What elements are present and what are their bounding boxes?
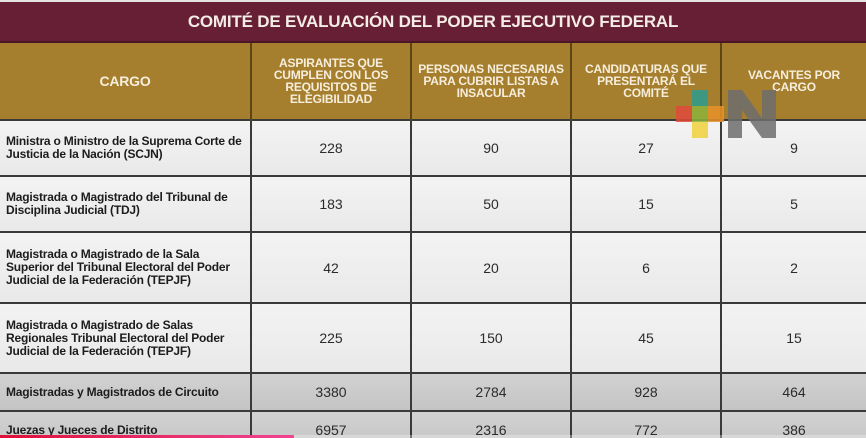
header-aspirantes: ASPIRANTES QUE CUMPLEN CON LOS REQUISITO… [250, 43, 412, 120]
evaluation-table: CARGO ASPIRANTES QUE CUMPLEN CON LOS REQ… [0, 43, 866, 438]
video-progress-bar[interactable] [0, 435, 866, 438]
header-vacantes: VACANTES POR CARGO [720, 43, 866, 120]
table-row: Magistrada o Magistrado de Salas Regiona… [0, 302, 866, 374]
cell-personas: 2316 [410, 410, 572, 438]
cell-cargo: Magistrada o Magistrado del Tribunal de … [0, 175, 252, 233]
header-personas: PERSONAS NECESARIAS PARA CUBRIR LISTAS A… [410, 43, 572, 120]
cell-personas: 2784 [410, 372, 572, 412]
cell-aspirantes: 42 [250, 231, 412, 304]
table-row: Juezas y Jueces de Distrito 6957 2316 77… [0, 410, 866, 438]
cell-personas: 50 [410, 175, 572, 233]
cell-vacantes: 464 [720, 372, 866, 412]
n-letter-icon [728, 90, 776, 138]
cell-cargo: Ministra o Ministro de la Suprema Corte … [0, 119, 252, 177]
cell-aspirantes: 183 [250, 175, 412, 233]
cell-candidaturas: 45 [570, 302, 722, 374]
cell-candidaturas: 772 [570, 410, 722, 438]
cell-cargo: Magistrada o Magistrado de la Sala Super… [0, 231, 252, 304]
cell-personas: 150 [410, 302, 572, 374]
video-progress-fill [0, 435, 295, 438]
channel-logo-icon [676, 90, 776, 140]
cell-vacantes: 15 [720, 302, 866, 374]
header-row: CARGO ASPIRANTES QUE CUMPLEN CON LOS REQ… [0, 43, 866, 120]
cell-cargo: Magistrada o Magistrado de Salas Regiona… [0, 302, 252, 374]
cell-cargo: Juezas y Jueces de Distrito [0, 410, 252, 438]
cell-aspirantes: 3380 [250, 372, 412, 412]
cell-candidaturas: 27 [570, 119, 722, 177]
cell-candidaturas: 15 [570, 175, 722, 233]
cell-vacantes: 9 [720, 119, 866, 177]
cell-cargo: Magistradas y Magistrados de Circuito [0, 372, 252, 412]
cell-aspirantes: 225 [250, 302, 412, 374]
cell-candidaturas: 6 [570, 231, 722, 304]
cell-aspirantes: 6957 [250, 410, 412, 438]
cell-vacantes: 2 [720, 231, 866, 304]
table-row: Magistrada o Magistrado de la Sala Super… [0, 231, 866, 304]
cell-aspirantes: 228 [250, 119, 412, 177]
table-row: Ministra o Ministro de la Suprema Corte … [0, 119, 866, 177]
cell-personas: 90 [410, 119, 572, 177]
cell-candidaturas: 928 [570, 372, 722, 412]
table-row: Magistradas y Magistrados de Circuito 33… [0, 372, 866, 412]
cell-vacantes: 5 [720, 175, 866, 233]
cell-personas: 20 [410, 231, 572, 304]
cell-vacantes: 386 [720, 410, 866, 438]
table-row: Magistrada o Magistrado del Tribunal de … [0, 175, 866, 233]
header-cargo: CARGO [0, 43, 252, 120]
table-title: COMITÉ DE EVALUACIÓN DEL PODER EJECUTIVO… [0, 2, 866, 43]
